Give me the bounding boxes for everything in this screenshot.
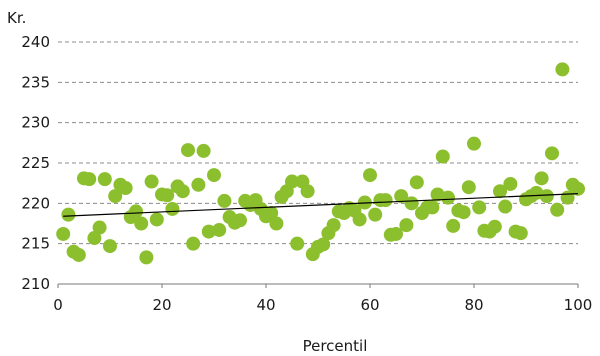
data-point — [129, 204, 143, 219]
data-point — [550, 202, 565, 217]
data-point — [368, 207, 383, 222]
data-point — [165, 201, 180, 216]
data-point — [503, 176, 518, 191]
data-point — [404, 196, 419, 211]
y-tick-label: 235 — [21, 73, 50, 91]
data-point — [487, 219, 502, 234]
data-point — [181, 143, 195, 158]
x-tick-label: 100 — [564, 296, 593, 314]
data-point — [139, 250, 154, 265]
data-point — [82, 172, 97, 187]
data-point — [207, 168, 221, 183]
y-tick-label: 240 — [21, 33, 50, 51]
data-point — [545, 146, 559, 161]
data-point — [435, 149, 450, 164]
data-point — [92, 220, 107, 235]
data-point — [233, 213, 247, 228]
data-point — [446, 218, 461, 233]
data-point — [456, 205, 471, 220]
data-point — [149, 212, 164, 227]
data-point — [441, 190, 455, 205]
y-tick-label: 230 — [21, 114, 50, 132]
data-point — [175, 184, 190, 199]
x-axis-label: Percentil — [303, 337, 368, 355]
y-axis-label: Kr. — [7, 9, 26, 27]
data-point — [285, 174, 299, 189]
data-point — [56, 226, 71, 241]
data-point — [534, 171, 549, 186]
data-point — [539, 189, 554, 204]
data-point — [191, 177, 206, 192]
trendline-path — [63, 193, 579, 217]
data-point — [467, 136, 481, 151]
data-point — [363, 168, 377, 183]
y-tick-label: 220 — [21, 194, 50, 212]
axes — [57, 283, 579, 288]
data-point — [217, 193, 232, 208]
y-tick-label: 215 — [21, 235, 50, 253]
data-point — [269, 216, 284, 231]
data-point — [300, 184, 315, 199]
data-point — [394, 189, 409, 204]
data-point — [409, 175, 424, 190]
data-point — [201, 224, 216, 239]
data-point — [378, 193, 393, 208]
data-point — [399, 218, 414, 233]
y-tick-label: 210 — [21, 275, 50, 293]
data-point — [61, 207, 76, 222]
data-point — [316, 237, 331, 252]
data-point — [425, 200, 440, 215]
data-point — [461, 180, 476, 195]
data-point — [513, 226, 528, 241]
y-tick-label: 225 — [21, 154, 50, 172]
trendline — [63, 193, 579, 217]
data-point — [186, 236, 201, 251]
tick-labels: 210 215 220 225 230 235 240 0 20 40 60 80 100 — [21, 33, 592, 314]
x-tick-label: 60 — [360, 296, 379, 314]
data-point — [87, 231, 102, 246]
x-tick-label: 20 — [152, 296, 171, 314]
data-point — [555, 62, 570, 77]
data-point — [326, 218, 341, 233]
data-point — [196, 143, 211, 158]
data-point — [212, 222, 227, 237]
data-point — [290, 236, 305, 251]
data-point — [118, 181, 133, 196]
data-point — [144, 174, 159, 189]
data-point — [493, 184, 507, 199]
data-point — [472, 200, 487, 215]
data-point — [264, 206, 279, 221]
data-point — [352, 212, 367, 227]
data-point — [389, 226, 403, 241]
data-point — [571, 181, 585, 196]
data-point — [134, 216, 149, 231]
data-points — [56, 62, 585, 265]
x-tick-label: 80 — [464, 296, 483, 314]
x-tick-label: 40 — [256, 296, 275, 314]
data-point — [71, 247, 86, 262]
data-point — [160, 188, 175, 203]
data-point — [108, 189, 123, 204]
x-tick-label: 0 — [53, 296, 63, 314]
data-point — [498, 199, 513, 214]
data-point — [97, 172, 112, 187]
data-point — [103, 239, 117, 254]
